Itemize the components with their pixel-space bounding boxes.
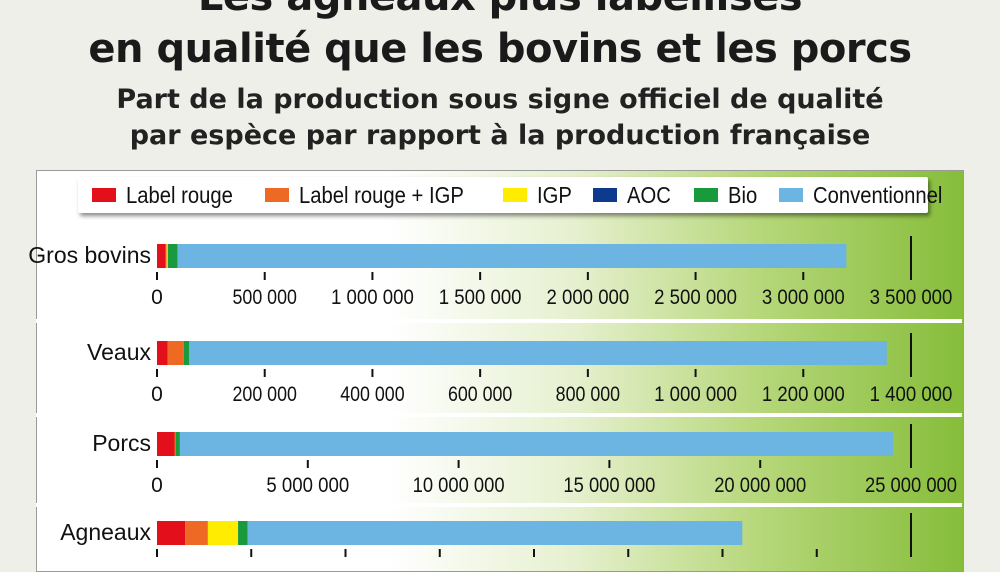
legend-item-label-rouge: Label rouge <box>92 182 248 209</box>
bar-segment-bio <box>167 244 178 268</box>
chart-title-line1: Les agneaux plus labellisés <box>0 0 1000 20</box>
legend-swatch <box>264 188 289 202</box>
bar-segment-conventionnel <box>179 432 893 456</box>
bar-segment-label-rouge <box>157 521 186 545</box>
tick-label: 2 000 000 <box>546 286 629 309</box>
bar-segment-label-rouge <box>157 244 166 268</box>
tick-label: 15 000 000 <box>563 474 655 497</box>
tick-label: 1 200 000 <box>762 383 845 406</box>
legend-swatch <box>92 188 116 202</box>
legend-swatch <box>694 188 719 202</box>
legend-label: AOC <box>627 181 672 208</box>
legend-swatch <box>502 188 527 202</box>
category-label: Gros bovins <box>28 242 151 268</box>
bar-segment-conventionnel <box>189 341 887 365</box>
category-label: Agneaux <box>60 519 151 545</box>
bar-segment-label-rouge-igp <box>185 521 208 545</box>
bar-segment-igp <box>207 521 239 545</box>
bar-segment-label-rouge-igp <box>167 341 184 365</box>
bar-segment-bio <box>183 341 190 365</box>
tick-label: 25 000 000 <box>865 474 957 497</box>
tick-label: 400 000 <box>340 383 404 406</box>
legend-item-igp: IGP <box>502 181 577 209</box>
category-label: Veaux <box>87 339 151 365</box>
tick-label: 20 000 000 <box>714 474 806 497</box>
bar-segment-conventionnel <box>177 244 847 268</box>
tick-label: 0 <box>151 474 163 497</box>
panel-separator <box>36 413 962 417</box>
tick-label: 500 000 <box>233 286 297 309</box>
legend-item-conventionnel: Conventionnel <box>778 181 960 209</box>
bar-segment-label-rouge <box>157 432 175 456</box>
tick-label: 2 500 000 <box>654 286 737 309</box>
tick-label: 3 000 000 <box>762 286 845 309</box>
chart-title-line2: en qualité que les bovins et les porcs <box>88 26 912 72</box>
tick-label: 200 000 <box>233 383 297 406</box>
tick-label: 0 <box>151 383 163 406</box>
panel-separator <box>36 503 962 507</box>
tick-label: 1 000 000 <box>654 383 737 406</box>
bar-segment-bio <box>176 432 180 456</box>
legend: Label rouge Label rouge + IGP IGP AOC Bi… <box>78 177 942 213</box>
bar-segment-bio <box>238 521 248 545</box>
legend-item-aoc: AOC <box>593 182 677 209</box>
bar-segment-label-rouge-igp <box>165 244 167 268</box>
legend-label: Label rouge + IGP <box>298 181 464 208</box>
category-label: Porcs <box>92 430 151 456</box>
bar-segment-label-rouge <box>157 341 168 365</box>
panel-separator <box>36 319 962 323</box>
tick-label: 1 000 000 <box>331 286 414 309</box>
tick-label: 1 400 000 <box>870 383 953 406</box>
chart-subtitle-line2: par espèce par rapport à la production f… <box>129 120 871 151</box>
legend-item-label-rouge-igp: Label rouge + IGP <box>264 181 486 209</box>
tick-label: 0 <box>151 286 163 309</box>
legend-swatch <box>593 188 618 202</box>
tick-label: 800 000 <box>556 383 620 406</box>
legend-label: Label rouge <box>126 181 233 208</box>
legend-item-bio: Bio <box>694 182 761 209</box>
tick-label: 5 000 000 <box>266 474 349 497</box>
bar-segment-conventionnel <box>247 521 743 545</box>
legend-swatch <box>778 188 803 202</box>
bar-segment-label-rouge-igp <box>174 432 177 456</box>
legend-label: Bio <box>728 181 758 208</box>
legend-label: Conventionnel <box>812 181 942 208</box>
tick-label: 3 500 000 <box>870 286 953 309</box>
chart-subtitle-line1: Part de la production sous signe officie… <box>116 84 884 115</box>
legend-label: IGP <box>536 181 572 208</box>
tick-label: 600 000 <box>448 383 512 406</box>
tick-label: 10 000 000 <box>413 474 505 497</box>
tick-label: 1 500 000 <box>439 286 522 309</box>
bar-segment-igp <box>166 244 168 268</box>
